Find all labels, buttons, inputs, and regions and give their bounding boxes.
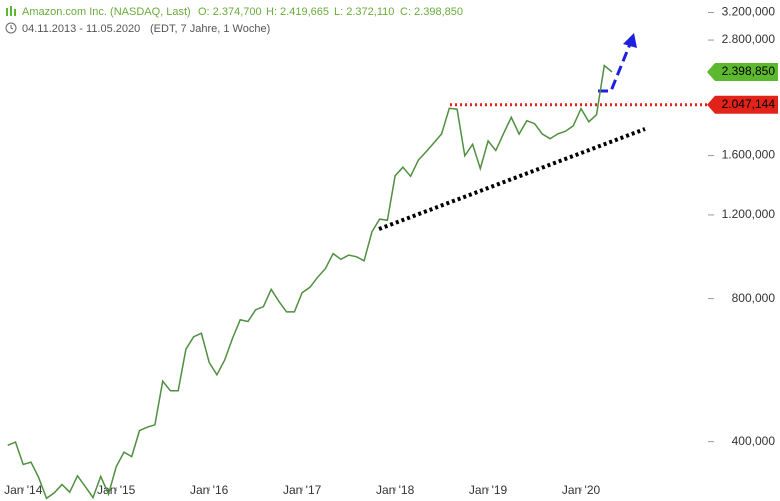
y-tick-label: 400,000	[732, 434, 776, 448]
x-tick-label: Jan '18	[376, 483, 415, 497]
header-low: L: 2.372,110	[334, 6, 394, 18]
header-info: (EDT, 7 Jahre, 1 Woche)	[150, 23, 270, 35]
x-tick-label: Jan '16	[190, 483, 229, 497]
y-tick-label: 800,000	[732, 291, 776, 305]
x-tick-label: Jan '20	[562, 483, 601, 497]
last-price-label-box	[707, 62, 778, 81]
header-open: O: 2.374,700	[198, 6, 262, 18]
y-tick-label: 2.800,000	[722, 32, 776, 46]
header-title: Amazon.com Inc. (NASDAQ, Last)	[22, 6, 191, 18]
header-period: 04.11.2013 - 11.05.2020	[22, 23, 140, 35]
forecast-arrow	[598, 43, 632, 93]
x-tick-label: Jan '19	[469, 483, 508, 497]
y-tick-label: 1.600,000	[722, 148, 776, 162]
price-line	[7, 64, 613, 500]
y-tick-label: 3.200,000	[722, 5, 776, 19]
last-price-label: 2.398,850	[722, 64, 776, 78]
trend-line	[378, 127, 646, 231]
header-high: H: 2.419,665	[266, 6, 329, 18]
x-tick-label: Jan '15	[97, 483, 136, 497]
header-close: C: 2.398,850	[400, 6, 463, 18]
x-tick-label: Jan '17	[283, 483, 322, 497]
x-tick-label: Jan '14	[4, 483, 43, 497]
resistance-label-box	[707, 95, 778, 114]
y-tick-label: 1.200,000	[722, 207, 776, 221]
arrow-head	[623, 33, 637, 48]
resistance-label: 2.047,144	[722, 97, 776, 111]
header-icon	[5, 6, 17, 34]
